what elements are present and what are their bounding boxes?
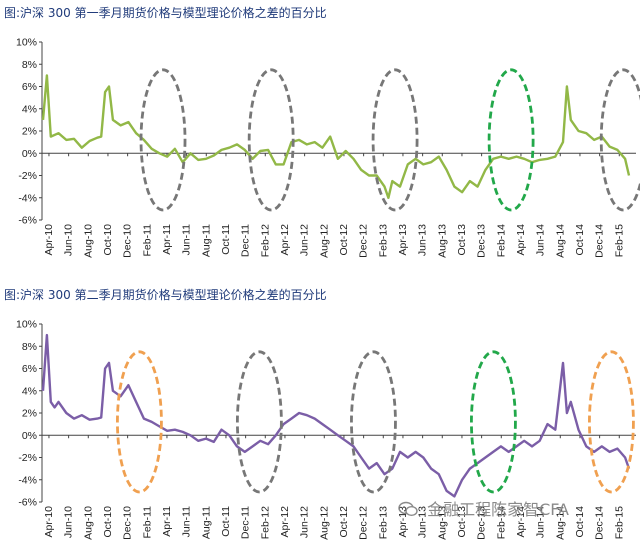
x-tick-label: Oct-11 <box>220 224 232 255</box>
x-tick-label: Apr-14 <box>515 506 527 538</box>
x-tick-label: Feb-14 <box>495 506 507 539</box>
highlight-ellipse <box>139 68 187 212</box>
x-tick-label: Jun-14 <box>535 224 547 256</box>
x-tick-label: Feb-13 <box>377 506 389 539</box>
x-tick-label: Jun-12 <box>299 506 311 538</box>
x-tick-label: Feb-14 <box>495 224 507 257</box>
x-tick-label: Aug-12 <box>318 506 330 540</box>
y-tick-label: -2% <box>18 452 37 464</box>
x-tick-label: Oct-12 <box>338 506 350 538</box>
x-tick-label: Jun-14 <box>535 506 547 538</box>
y-tick-label: -2% <box>18 170 37 182</box>
y-tick-label: -4% <box>18 192 37 204</box>
x-tick-label: Oct-14 <box>574 224 586 256</box>
x-tick-label: Aug-13 <box>436 506 448 540</box>
x-tick-label: Aug-11 <box>200 224 212 257</box>
highlight-ellipse <box>235 350 283 494</box>
x-tick-label: Dec-11 <box>240 506 252 539</box>
x-tick-label: Dec-13 <box>476 506 488 540</box>
y-tick-label: 4% <box>22 385 37 397</box>
series-line <box>41 333 631 498</box>
x-tick-label: Feb-11 <box>141 224 153 257</box>
highlight-ellipse <box>350 350 397 494</box>
y-tick-label: -4% <box>18 474 37 486</box>
x-tick-label: Feb-13 <box>377 224 389 257</box>
y-tick-label: 10% <box>16 37 37 49</box>
x-tick-label: Dec-12 <box>358 224 370 258</box>
x-tick-label: Aug-13 <box>436 224 448 258</box>
y-tick-label: -6% <box>18 497 37 509</box>
x-tick-label: Oct-13 <box>456 506 468 538</box>
x-tick-label: Aug-11 <box>200 506 212 539</box>
watermark: 金融工程陈家智CFA <box>398 496 569 520</box>
x-tick-label: Oct-10 <box>102 506 114 538</box>
x-tick-label: Jun-11 <box>181 506 193 537</box>
y-tick-label: 4% <box>22 103 37 115</box>
chart-2: 10% 8% 6% 4% 2% 0% -2% -4% -6% Apr-10 Jun-10 Aug-10… <box>16 319 636 540</box>
x-tick-label: Dec-12 <box>358 506 370 540</box>
series-line <box>41 74 631 199</box>
x-tick-label: Jun-11 <box>181 224 193 255</box>
x-tick-label: Aug-12 <box>318 224 330 258</box>
y-tick-label: 2% <box>22 408 37 420</box>
x-tick-label: Oct-14 <box>574 506 586 538</box>
x-tick-label: Oct-10 <box>102 224 114 256</box>
highlight-ellipse <box>487 68 535 212</box>
highlight-ellipse <box>116 350 163 494</box>
x-tick-label: Feb-11 <box>141 506 153 539</box>
x-tick-label: Apr-13 <box>397 224 409 256</box>
highlight-ellipse <box>470 350 517 494</box>
x-tick-label: Dec-10 <box>122 506 134 540</box>
y-tick-label: 0% <box>22 430 37 442</box>
y-tick-label: 10% <box>16 319 37 331</box>
x-tick-label: Feb-12 <box>259 224 271 257</box>
x-tick-label: Apr-11 <box>161 224 173 255</box>
highlight-ellipse <box>247 68 295 212</box>
x-tick-label: Dec-14 <box>594 224 606 258</box>
chart-1-title: 图:沪深 300 第一季月期货价格与模型理论价格之差的百分比 <box>4 6 327 20</box>
x-tick-label: Jun-12 <box>299 224 311 256</box>
highlight-ellipse <box>588 350 635 494</box>
x-tick-label: Jun-13 <box>417 506 429 538</box>
x-tick-label: Apr-10 <box>43 506 55 538</box>
x-tick-label: Apr-12 <box>279 224 291 256</box>
x-tick-label: Oct-13 <box>456 224 468 256</box>
x-tick-label: Oct-12 <box>338 224 350 256</box>
x-tick-label: Apr-10 <box>43 224 55 256</box>
y-tick-label: 6% <box>22 81 37 93</box>
x-tick-label: Apr-14 <box>515 224 527 256</box>
x-tick-label: Feb-12 <box>259 506 271 539</box>
x-tick-label: Apr-12 <box>279 506 291 538</box>
y-tick-label: 8% <box>22 341 37 353</box>
x-tick-label: Apr-11 <box>161 506 173 537</box>
x-tick-label: Jun-10 <box>63 506 75 538</box>
y-tick-label: 6% <box>22 363 37 375</box>
x-tick-label: Jun-10 <box>63 224 75 256</box>
y-tick-label: -6% <box>18 215 37 227</box>
y-tick-label: 8% <box>22 59 37 71</box>
x-tick-label: Aug-10 <box>82 506 94 540</box>
watermark-text: 金融工程陈家智CFA <box>427 500 569 519</box>
x-tick-label: Dec-10 <box>122 224 134 258</box>
y-tick-label: 2% <box>22 126 37 138</box>
x-tick-label: Aug-14 <box>554 224 566 258</box>
x-tick-label: Aug-14 <box>554 506 566 540</box>
y-tick-label: 0% <box>22 148 37 160</box>
x-tick-label: Feb-15 <box>613 506 625 539</box>
x-tick-label: Jun-13 <box>417 224 429 256</box>
wechat-icon <box>398 501 418 517</box>
x-tick-label: Oct-11 <box>220 506 232 537</box>
x-tick-label: Feb-15 <box>613 224 625 257</box>
x-tick-label: Dec-11 <box>240 224 252 257</box>
x-tick-label: Dec-13 <box>476 224 488 258</box>
highlight-ellipse <box>371 68 419 212</box>
highlight-ellipse <box>599 68 640 212</box>
x-tick-label: Aug-10 <box>82 224 94 258</box>
x-tick-label: Dec-14 <box>594 506 606 540</box>
chart-2-title: 图:沪深 300 第二季月期货价格与模型理论价格之差的百分比 <box>4 288 327 302</box>
chart-1: 10% 8% 6% 4% 2% 0% -2% -4% -6% Apr-10 Jun-10 Aug-10… <box>16 37 640 258</box>
